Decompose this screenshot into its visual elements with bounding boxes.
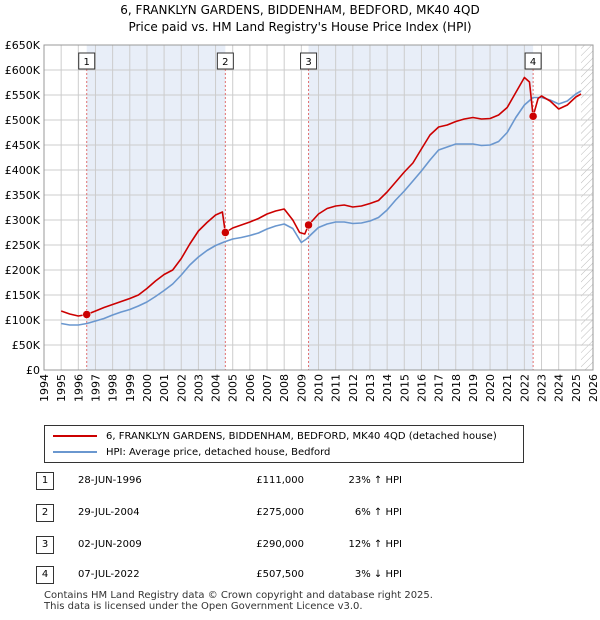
x-tick-label: 2011	[330, 374, 343, 402]
plot-frame	[43, 44, 594, 371]
sale-point	[82, 310, 91, 319]
legend-item-property: 6, FRANKLYN GARDENS, BIDDENHAM, BEDFORD,…	[53, 429, 497, 443]
sale-hpi-diff: 23% ↑ HPI	[348, 475, 402, 486]
sale-point	[528, 112, 538, 121]
y-tick-label: £500K	[5, 114, 41, 127]
x-tick-label: 2002	[175, 374, 188, 402]
sale-hpi-diff: 3% ↓ HPI	[354, 569, 402, 580]
x-tick-label: 2017	[433, 374, 446, 402]
y-tick-label: £650K	[5, 39, 41, 52]
footer: Contains HM Land Registry data © Crown c…	[44, 590, 433, 612]
x-tick-label: 1996	[72, 374, 85, 402]
sale-price: £507,500	[256, 569, 304, 580]
sale-date: 29-JUL-2004	[78, 507, 140, 518]
x-tick-label: 2026	[587, 374, 600, 402]
x-tick-label: 2006	[244, 374, 257, 402]
x-tick-label: 1997	[89, 374, 102, 402]
y-tick-label: £50K	[12, 339, 41, 352]
ownership-shade	[308, 45, 534, 370]
sale-date: 02-JUN-2009	[78, 539, 142, 550]
x-tick-label: 2003	[192, 374, 205, 402]
x-tick-label: 2019	[467, 374, 480, 402]
sale-marker-label: 3	[305, 57, 311, 68]
chart-title: 6, FRANKLYN GARDENS, BIDDENHAM, BEDFORD,…	[120, 3, 480, 17]
x-tick-label: 2018	[450, 374, 463, 402]
hatched-area	[580, 45, 593, 370]
y-tick-label: £550K	[5, 89, 41, 102]
sale-row: 1 28-JUN-1996 £111,000 23% ↑ HPI	[36, 472, 456, 490]
legend-item-hpi: HPI: Average price, detached house, Bedf…	[53, 445, 330, 459]
x-tick-label: 2005	[227, 374, 240, 402]
x-tick-label: 2009	[295, 374, 308, 402]
ownership-shade	[86, 45, 226, 370]
x-tick-label: 2024	[553, 374, 566, 402]
price-chart: 1 2 3 4 £0 £50K £100K £150K £200K £250K £300K £350…	[5, 39, 600, 402]
x-tick-label: 2004	[210, 374, 223, 402]
x-tick-label: 1994	[38, 374, 51, 402]
x-tick-label: 2022	[518, 374, 531, 402]
x-tick-label: 2025	[570, 374, 583, 402]
sale-marker-box	[524, 52, 542, 70]
y-tick-label: £350K	[5, 189, 41, 202]
property-price-line	[60, 76, 582, 317]
sale-price: £275,000	[256, 507, 304, 518]
x-tick-label: 1998	[107, 374, 120, 402]
sale-number: 4	[36, 566, 54, 584]
y-tick-label: £250K	[5, 239, 41, 252]
legend: 6, FRANKLYN GARDENS, BIDDENHAM, BEDFORD,…	[44, 425, 524, 463]
sale-hpi-diff: 12% ↑ HPI	[348, 539, 402, 550]
x-tick-label: 2020	[484, 374, 497, 402]
sale-price: £111,000	[256, 475, 304, 486]
sale-row: 4 07-JUL-2022 £507,500 3% ↓ HPI	[36, 566, 456, 584]
x-tick-label: 1999	[124, 374, 137, 402]
sale-row: 3 02-JUN-2009 £290,000 12% ↑ HPI	[36, 536, 456, 554]
x-tick-label: 2007	[261, 374, 274, 402]
footer-licence: This data is licensed under the Open Gov…	[44, 601, 363, 612]
sale-marker-label: 4	[530, 57, 536, 68]
sale-point	[304, 220, 313, 230]
x-tick-label: 2001	[158, 374, 171, 402]
sale-point	[221, 228, 230, 237]
sale-hpi-diff: 6% ↑ HPI	[354, 507, 402, 518]
sale-marker-box	[216, 52, 234, 70]
sale-date: 07-JUL-2022	[78, 569, 140, 580]
sale-date: 28-JUN-1996	[78, 475, 142, 486]
x-tick-label: 2014	[381, 374, 394, 402]
x-tick-label: 2008	[278, 374, 291, 402]
y-tick-label: £450K	[5, 139, 41, 152]
sale-marker-label: 2	[222, 57, 228, 68]
sale-row: 2 29-JUL-2004 £275,000 6% ↑ HPI	[36, 504, 456, 522]
sale-marker-box	[78, 52, 96, 70]
legend-swatch-hpi	[53, 451, 97, 453]
x-tick-label: 2000	[141, 374, 154, 402]
y-tick-label: £150K	[5, 289, 41, 302]
hpi-line	[61, 90, 582, 326]
y-tick-label: £0	[26, 364, 40, 377]
legend-label-property: 6, FRANKLYN GARDENS, BIDDENHAM, BEDFORD,…	[106, 430, 497, 442]
x-tick-label: 2015	[398, 374, 411, 402]
sale-number: 1	[36, 472, 54, 490]
x-tick-label: 1995	[55, 374, 68, 402]
x-tick-label: 2023	[536, 374, 549, 402]
y-tick-label: £300K	[5, 214, 41, 227]
legend-swatch-property	[53, 435, 97, 437]
sale-marker-box	[300, 52, 318, 70]
x-tick-label: 2021	[501, 374, 514, 402]
sale-number: 2	[36, 504, 54, 522]
sale-number: 3	[36, 536, 54, 554]
legend-label-hpi: HPI: Average price, detached house, Bedf…	[106, 446, 331, 458]
sale-price: £290,000	[256, 539, 304, 550]
y-tick-label: £400K	[5, 164, 41, 177]
x-tick-label: 2010	[313, 374, 326, 402]
x-tick-label: 2016	[415, 374, 428, 402]
x-tick-label: 2013	[364, 374, 377, 402]
x-tick-label: 2012	[347, 374, 360, 402]
y-tick-label: £200K	[5, 264, 41, 277]
sale-marker-label: 1	[84, 57, 90, 68]
y-tick-label: £100K	[5, 314, 41, 327]
y-tick-label: £600K	[5, 64, 41, 77]
chart-subtitle: Price paid vs. HM Land Registry's House …	[128, 20, 472, 34]
footer-copyright: Contains HM Land Registry data © Crown c…	[44, 590, 433, 601]
